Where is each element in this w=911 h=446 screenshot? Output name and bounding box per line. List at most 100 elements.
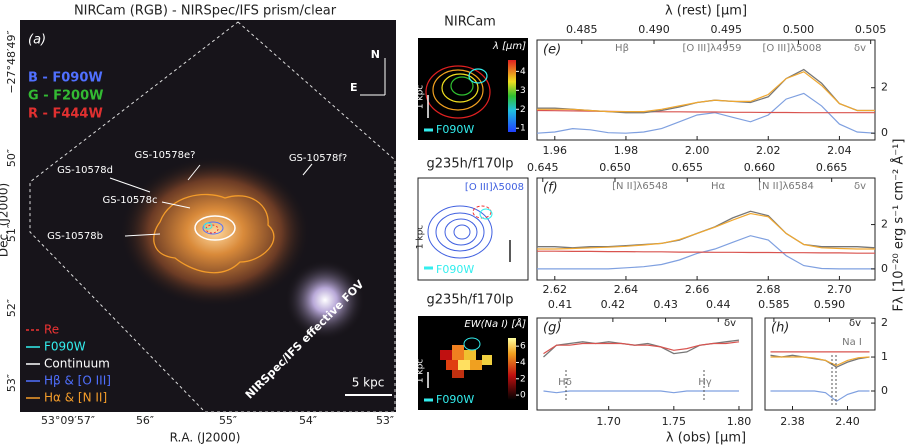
- x-tick-label: 2.38: [780, 415, 805, 428]
- colorbar: [508, 338, 516, 400]
- x-tick-label: 2.62: [543, 283, 568, 296]
- legend-label: Hα & [N II]: [44, 391, 107, 405]
- colorbar-tick-label: 4: [520, 67, 526, 77]
- panel-letter: (a): [28, 33, 46, 48]
- spectrum-line: [537, 235, 875, 270]
- x-tick-label: 1.96: [543, 144, 568, 157]
- line-annotation: [N II]λ6548: [612, 181, 668, 192]
- x2-tick-label: 0.505: [855, 23, 887, 36]
- companion-glow: [285, 260, 365, 340]
- x-tick-label: 2.68: [756, 283, 781, 296]
- y-tick-label: 2: [881, 316, 888, 329]
- colorbar-tick-label: 2: [520, 374, 526, 384]
- map-title: g235h/f170lp: [427, 293, 514, 308]
- x-tick-label: 2.64: [614, 283, 639, 296]
- line-annotation: δv: [854, 181, 866, 192]
- line-annotation: δv: [849, 318, 861, 329]
- f090w-contour: [203, 222, 213, 230]
- map-title: NIRCam: [444, 15, 496, 30]
- line-annotation: Hβ: [615, 43, 629, 54]
- colorbar-tick-label: 3: [520, 86, 526, 96]
- line-annotation: Hγ: [698, 377, 712, 388]
- y-tick-label: 0: [881, 126, 888, 139]
- x2-tick-label: 0.41: [548, 298, 573, 311]
- dec-tick-label: 50″: [5, 149, 18, 167]
- y-tick-label: 0: [881, 262, 888, 275]
- map-contours: [425, 65, 491, 119]
- spectrum-line: [543, 390, 739, 394]
- x-tick-label: 2.66: [685, 283, 710, 296]
- source-label: GS-10578c: [102, 195, 157, 206]
- map-psf: F090W: [436, 123, 474, 136]
- plot-frame: [536, 177, 876, 281]
- panel-letter: (e): [543, 43, 561, 58]
- dec-tick-label: 52″: [5, 299, 18, 317]
- x2-tick-label: 0.655: [671, 161, 703, 174]
- obs-axis-label: λ (obs) [μm]: [666, 431, 746, 446]
- arrows: [109, 58, 392, 396]
- flux-axis-label: Fλ [10⁻²⁰ erg s⁻¹ cm⁻² Å⁻¹]: [891, 139, 907, 312]
- y-tick-label: 2: [881, 81, 888, 94]
- spectrum-line: [537, 71, 875, 113]
- continuum-contour: [194, 215, 236, 241]
- legend-label: Re: [44, 323, 59, 337]
- map-line: [O III]λ5008: [465, 182, 524, 193]
- x-tick-label: 2.02: [756, 144, 781, 157]
- scale-bars: [424, 95, 511, 402]
- y-tick-label: 1: [881, 350, 888, 363]
- map-psf: F090W: [436, 393, 474, 406]
- x2-tick-label: 0.44: [706, 298, 731, 311]
- x2-tick-label: 0.645: [527, 161, 559, 174]
- x2-tick-label: 0.665: [816, 161, 848, 174]
- x2-tick-label: 0.590: [814, 298, 846, 311]
- map-scale: 1 kpc: [416, 85, 426, 110]
- map-contours: [427, 205, 493, 259]
- x2-tick-label: 0.650: [599, 161, 631, 174]
- x2-tick-label: 0.43: [653, 298, 678, 311]
- scale-label: 5 kpc: [352, 376, 385, 390]
- spectrum-line: [537, 212, 875, 250]
- x2-tick-label: 0.500: [783, 23, 815, 36]
- ra-tick-label: 56″: [136, 414, 154, 427]
- colorbar-tick-label: 0: [520, 391, 526, 401]
- map-title: g235h/f170lp: [427, 157, 514, 172]
- panel-letter: (f): [543, 181, 558, 196]
- dec-tick-label: −27°48′49″: [5, 30, 18, 93]
- x-tick-label: 1.70: [596, 415, 621, 428]
- filter-label: R - F444W: [28, 107, 103, 122]
- source-label: GS-10578b: [47, 231, 103, 242]
- colorbar-tick-label: 2: [520, 105, 526, 115]
- colorbar-tick-label: 4: [520, 358, 526, 368]
- filter-label: B - F090W: [28, 71, 103, 86]
- plot-frame: [536, 317, 753, 411]
- ra-tick-label: 54″: [299, 414, 317, 427]
- dec-tick-label: 53″: [5, 374, 18, 392]
- line-annotation: Hδ: [558, 377, 572, 388]
- compass-n: N: [371, 48, 380, 61]
- panel-letter: (h): [771, 321, 789, 336]
- spectrum-line: [770, 356, 870, 367]
- filter-label: G - F200W: [28, 89, 103, 104]
- line-annotation: Na I: [842, 337, 862, 348]
- image-title: NIRCam (RGB) - NIRSpec/IFS prism/clear: [74, 4, 337, 19]
- colorbar-tick-label: 6: [520, 342, 526, 352]
- colorbar-label: λ [μm]: [492, 41, 526, 52]
- line-annotation: Hα: [711, 181, 726, 192]
- spectrum-line: [537, 250, 875, 254]
- ew-pixels: [440, 337, 492, 378]
- halpha-contour: [153, 193, 275, 274]
- ra-axis-label: R.A. (J2000): [170, 431, 241, 445]
- oiii-contour: [202, 221, 224, 235]
- rest-axis-label: λ (rest) [μm]: [665, 4, 747, 19]
- re-contour: [205, 224, 219, 234]
- x2-tick-label: 0.485: [566, 23, 598, 36]
- ra-tick-label: 53″: [376, 414, 394, 427]
- ra-tick-label: 53°09′57″: [41, 414, 95, 427]
- x-tick-label: 1.75: [662, 415, 687, 428]
- map-scale: 1 kpc: [416, 225, 426, 250]
- line-annotation: δv: [854, 43, 866, 54]
- line-annotation: [N II]λ6584: [758, 181, 814, 192]
- spectrum-line: [543, 341, 740, 355]
- plot-frame: [536, 39, 876, 141]
- ra-tick-label: 55″: [219, 414, 237, 427]
